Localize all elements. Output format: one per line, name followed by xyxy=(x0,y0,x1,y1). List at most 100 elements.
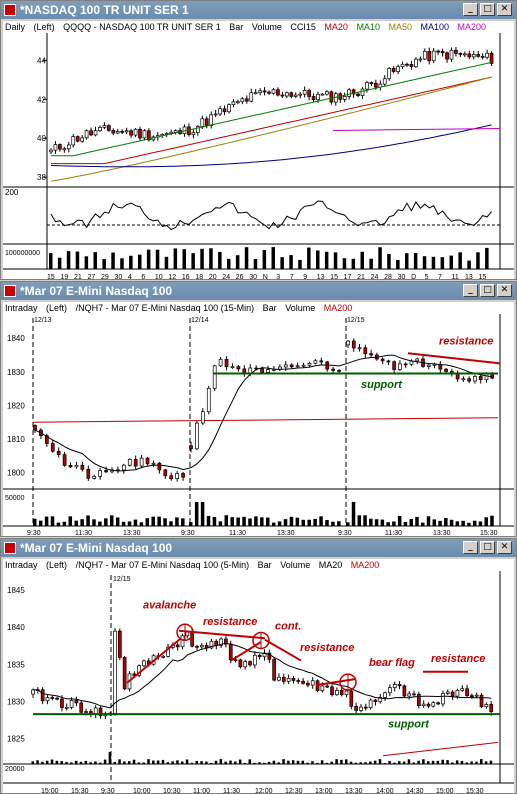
volume-bar xyxy=(407,759,411,764)
period-label: Intraday xyxy=(5,560,38,570)
volume-bar xyxy=(480,759,483,764)
daily-candle-body xyxy=(418,58,423,61)
volume-bar xyxy=(194,502,199,526)
candle-body xyxy=(253,654,257,666)
daily-candle-body xyxy=(244,98,249,102)
candle-body xyxy=(181,473,185,478)
chart-area[interactable]: Intraday (Left) /NQH7 - Mar 07 E-Mini Na… xyxy=(3,559,514,793)
volume-bar xyxy=(458,252,462,269)
candle-body xyxy=(369,353,373,356)
volume-bar xyxy=(392,521,396,526)
volume-bar xyxy=(455,521,460,526)
volume-bar xyxy=(351,258,356,269)
candle-body xyxy=(339,689,344,696)
volume-bar xyxy=(263,762,266,764)
volume-bar xyxy=(182,249,186,269)
volume-bar xyxy=(307,247,311,269)
daily-candle-body xyxy=(387,68,392,80)
volume-bar xyxy=(244,247,249,269)
volume-tick-label: 50000 xyxy=(5,495,25,502)
volume-bar xyxy=(363,515,367,526)
volume-bar xyxy=(242,516,246,526)
volume-bar xyxy=(132,759,136,764)
candle-body xyxy=(133,459,138,467)
session-date-label: 12/15 xyxy=(347,317,365,324)
maximize-button[interactable]: □ xyxy=(480,284,495,297)
candle-body xyxy=(426,703,431,707)
y-tick-label: 1800 xyxy=(7,469,25,478)
volume-bar xyxy=(44,516,49,526)
x-tick-label: 13 xyxy=(317,274,325,279)
y-tick-label: 1830 xyxy=(7,368,25,377)
daily-candle-body xyxy=(400,63,405,68)
volume-bar xyxy=(176,760,179,764)
x-tick-label: 14:30 xyxy=(406,788,424,793)
chart-info-row: Intraday (Left) /NQH7 - Mar 07 E-Mini Na… xyxy=(3,559,514,571)
volume-bar xyxy=(108,752,112,764)
x-tick-label: 15:00 xyxy=(41,788,59,793)
window-titlebar[interactable]: *Mar 07 E-Mini Nasdaq 100 _ □ ✕ xyxy=(1,539,516,557)
window-titlebar[interactable]: *Mar 07 E-Mini Nasdaq 100 _ □ ✕ xyxy=(1,282,516,300)
volume-bar xyxy=(291,760,295,764)
ma10-line xyxy=(51,61,492,157)
volume-bar xyxy=(45,760,49,764)
close-button[interactable]: ✕ xyxy=(497,541,512,554)
candle-body xyxy=(121,464,126,471)
ma10-legend: MA10 xyxy=(356,22,380,32)
minimize-button[interactable]: _ xyxy=(463,541,478,554)
volume-bar xyxy=(436,760,440,764)
candle-body xyxy=(195,422,199,450)
volume-bar xyxy=(227,258,231,269)
minimize-button[interactable]: _ xyxy=(463,284,478,297)
ma100-line xyxy=(50,124,492,168)
window-titlebar[interactable]: *NASDAQ 100 TR UNIT SER 1 _ □ ✕ xyxy=(1,1,516,19)
daily-candle-body xyxy=(249,92,254,102)
volume-bar xyxy=(484,517,488,526)
ma200-legend: MA200 xyxy=(323,303,353,313)
close-button[interactable]: ✕ xyxy=(497,3,512,16)
candle-body xyxy=(40,689,45,702)
candle-body xyxy=(357,347,362,350)
minimize-button[interactable]: _ xyxy=(463,3,478,16)
volume-bar xyxy=(287,760,290,764)
intraday-5min-chart: 1845 1840 1835 1830 1825 12/15 avalanche resist… xyxy=(3,571,514,793)
volume-bar xyxy=(205,761,208,764)
volume-bar xyxy=(230,517,234,526)
daily-candle-body xyxy=(467,53,472,58)
candle-body xyxy=(80,464,85,470)
volume-bar xyxy=(110,515,114,526)
daily-candle-body xyxy=(360,88,365,96)
candle-body xyxy=(56,450,61,455)
y-tick-label: 40 xyxy=(37,134,46,143)
volume-bar xyxy=(301,760,305,764)
candle-body xyxy=(402,685,407,697)
candle-body xyxy=(289,364,294,368)
x-tick-label: 4 xyxy=(128,274,132,279)
daily-candle-body xyxy=(58,144,62,150)
maximize-button[interactable]: □ xyxy=(480,541,495,554)
volume-bar xyxy=(155,249,160,269)
volume-bar xyxy=(254,516,258,526)
volume-bar xyxy=(62,521,67,526)
close-button[interactable]: ✕ xyxy=(497,284,512,297)
candle-body xyxy=(465,688,469,696)
x-tick-label: 30 xyxy=(398,274,406,279)
volume-bar xyxy=(147,759,150,764)
candle-body xyxy=(407,693,412,697)
x-tick-label: 24 xyxy=(222,274,230,279)
chart-area[interactable]: Intraday (Left) /NQH7 - Mar 07 E-Mini Na… xyxy=(3,302,514,536)
x-tick-label: 12:00 xyxy=(255,788,273,793)
chart-area[interactable]: Daily (Left) QQQQ - NASDAQ 100 TR UNIT S… xyxy=(3,21,514,279)
x-tick-label: 26 xyxy=(236,274,244,279)
maximize-button[interactable]: □ xyxy=(480,3,495,16)
candle-body xyxy=(228,643,233,661)
candle-body xyxy=(380,358,385,362)
candle-body xyxy=(45,697,50,702)
volume-bar xyxy=(129,255,133,269)
volume-bar xyxy=(277,762,280,764)
x-tick-label: 15 xyxy=(47,274,55,279)
volume-bar xyxy=(333,252,338,269)
daily-candle-body xyxy=(431,50,436,62)
candle-body xyxy=(291,677,296,681)
candle-body xyxy=(398,363,402,370)
